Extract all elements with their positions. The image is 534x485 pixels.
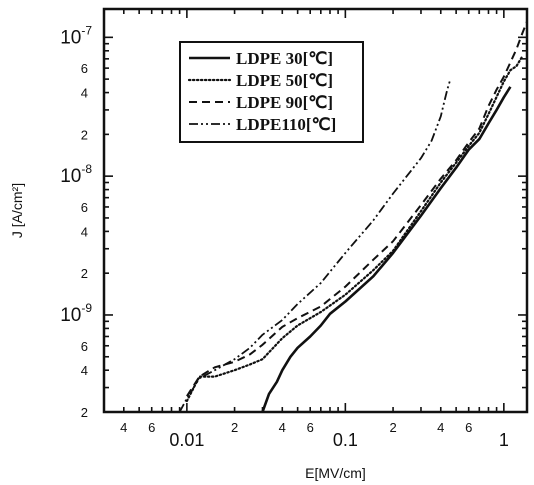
legend-label: LDPE110[℃] <box>236 115 336 134</box>
y-tick-label: 6 <box>81 200 88 215</box>
x-tick-label: 4 <box>279 420 286 435</box>
y-tick-label: 10-8 <box>60 162 92 187</box>
series-line-2 <box>185 56 523 403</box>
series-line-4 <box>178 78 452 412</box>
legend-label: LDPE 90[℃] <box>236 93 333 112</box>
series-line-1 <box>261 86 512 412</box>
y-tick-label: 4 <box>81 86 88 101</box>
y-tick-label: 10-7 <box>60 23 92 48</box>
y-tick-label: 6 <box>81 339 88 354</box>
legend: LDPE 30[℃] LDPE 50[℃] LDPE 90[℃] LDPE110[℃] <box>179 41 364 143</box>
x-tick-label: 4 <box>437 420 444 435</box>
x-tick-label: 6 <box>307 420 314 435</box>
legend-label: LDPE 30[℃] <box>236 49 333 68</box>
tick-layer <box>103 9 527 413</box>
x-tick-label: 2 <box>231 420 238 435</box>
tick-label-layer: 4 6 0.01 2 4 6 0.1 2 4 6 1 2 4 6 10-9 2 4 6 10-8 2 4 6 10-7 <box>60 23 509 450</box>
x-tick-label: 0.01 <box>169 430 204 450</box>
plot-frame <box>102 7 529 414</box>
y-tick-label: 2 <box>81 266 88 281</box>
y-tick-label: 6 <box>81 61 88 76</box>
x-tick-label: 6 <box>148 420 155 435</box>
series-layer <box>178 21 527 412</box>
x-tick-label: 4 <box>120 420 127 435</box>
y-tick-label: 2 <box>81 405 88 420</box>
x-tick-label: 1 <box>499 430 509 450</box>
y-tick-label: 4 <box>81 224 88 239</box>
y-tick-label: 10-9 <box>60 301 92 326</box>
y-tick-label: 2 <box>81 127 88 142</box>
x-tick-label: 0.1 <box>333 430 358 450</box>
x-axis-label: E[MV/cm] <box>305 465 366 481</box>
y-tick-label: 4 <box>81 363 88 378</box>
x-tick-label: 2 <box>389 420 396 435</box>
y-axis-label: J [A/cm²] <box>9 183 25 238</box>
x-tick-label: 6 <box>465 420 472 435</box>
legend-label: LDPE 50[℃] <box>236 71 333 90</box>
